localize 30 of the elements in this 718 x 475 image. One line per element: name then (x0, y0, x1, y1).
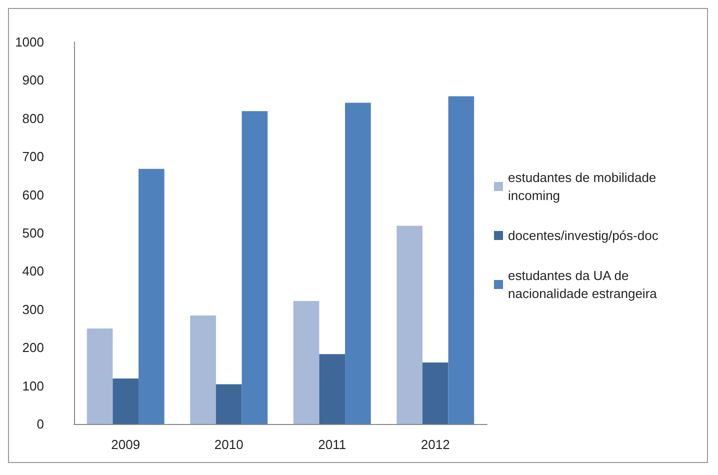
y-tick-label: 600 (22, 187, 44, 202)
bar (190, 316, 216, 424)
legend-label: estudantes da UA de nacionalidade estrangeira (508, 268, 658, 301)
legend-label: docentes/investig/pós-doc (508, 228, 659, 243)
bar (422, 362, 448, 424)
x-tick-label: 2010 (214, 437, 244, 452)
bar (216, 384, 242, 424)
y-tick-label: 900 (22, 72, 44, 88)
bar (138, 168, 164, 424)
x-tick-label: 2011 (318, 437, 346, 452)
y-tick-label: 0 (36, 416, 44, 432)
bar (112, 378, 139, 424)
y-tick-label: 100 (22, 378, 44, 394)
y-tick-label: 400 (22, 264, 44, 279)
bar (396, 226, 422, 424)
bar (242, 111, 268, 424)
bar (293, 300, 320, 424)
y-tick-label: 700 (22, 149, 44, 164)
y-tick-label: 500 (22, 226, 44, 240)
y-tick-label: 200 (22, 340, 44, 356)
y-tick-label: 300 (22, 302, 44, 317)
bar (86, 328, 113, 424)
x-tick-label: 2012 (420, 437, 450, 452)
bar (345, 102, 371, 424)
bar (319, 354, 346, 424)
y-tick-label: 1000 (15, 34, 44, 50)
legend-label: estudantes de mobilidade incoming (508, 170, 660, 203)
y-tick-label: 800 (22, 110, 44, 126)
bar (448, 96, 474, 424)
x-tick-label: 2009 (111, 437, 140, 452)
